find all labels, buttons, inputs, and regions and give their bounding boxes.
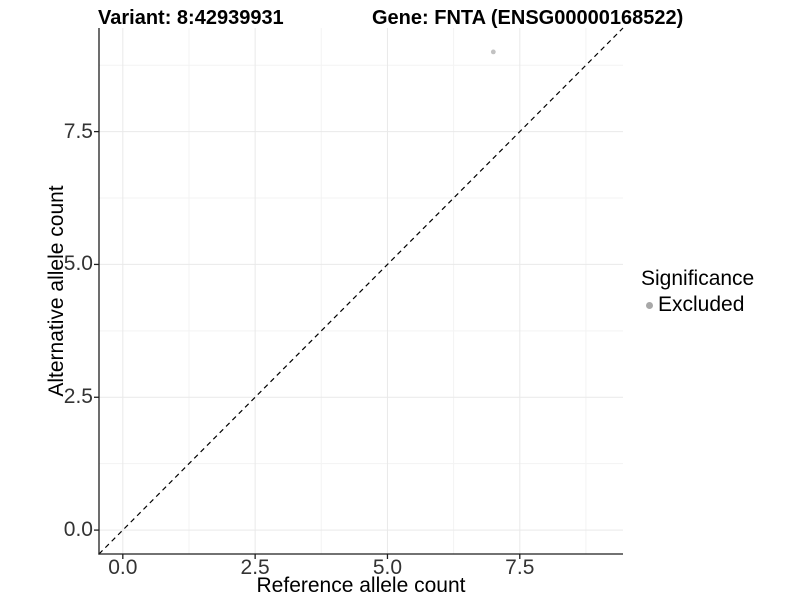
y-axis-title: Alternative allele count <box>45 185 68 397</box>
identity-reference-line <box>98 27 624 555</box>
data-point <box>490 49 496 55</box>
plot-title-variant: Variant: 8:42939931 <box>98 7 284 29</box>
y-tick-label: 0.0 <box>63 518 93 542</box>
y-tick-label: 5.0 <box>63 252 93 276</box>
x-tick-label: 2.5 <box>240 556 270 579</box>
plot-title-gene: Gene: FNTA (ENSG00000168522) <box>372 7 684 29</box>
x-axis-title: Reference allele count <box>256 574 466 597</box>
legend-entry-label: Excluded <box>658 293 745 316</box>
y-tick-label: 2.5 <box>63 385 93 409</box>
x-tick-label: 7.5 <box>505 556 535 579</box>
x-tick-label: 5.0 <box>372 556 403 579</box>
x-tick-label: 0.0 <box>108 556 138 579</box>
excluded-point-icon <box>646 301 653 309</box>
legend: Significance Excluded <box>641 266 754 318</box>
legend-title: Significance <box>641 267 755 290</box>
legend-key <box>641 297 658 314</box>
y-tick-label: 7.5 <box>63 119 93 143</box>
legend-entry-excluded: Excluded <box>641 292 754 318</box>
